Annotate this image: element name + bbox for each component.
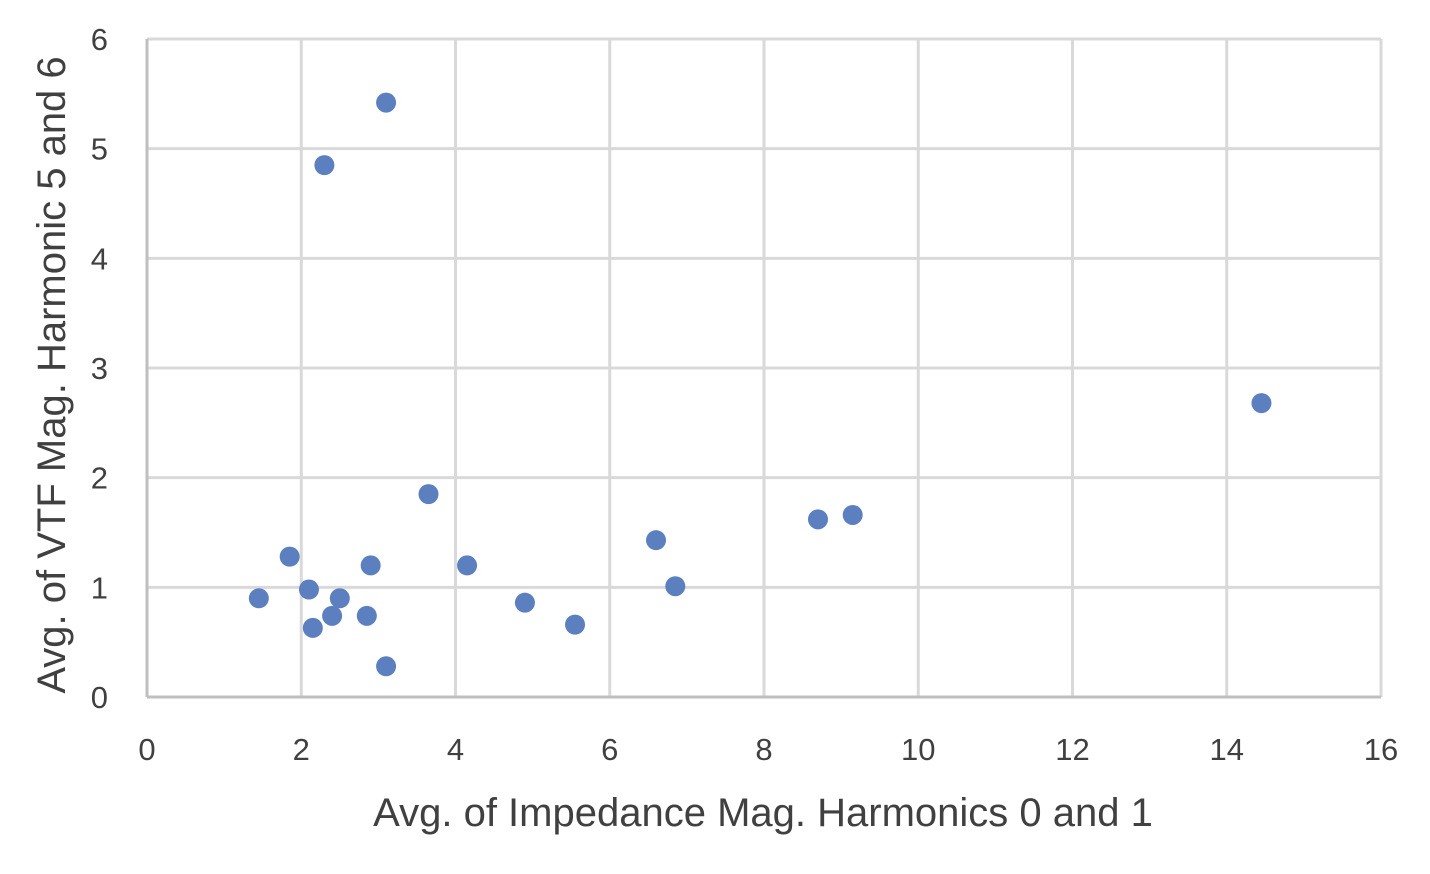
axes [145, 39, 1381, 699]
data-point [279, 546, 300, 567]
y-tick-labels: 0 1 2 3 4 5 6 [91, 22, 108, 715]
y-tick-label: 5 [91, 132, 108, 167]
data-point [322, 605, 343, 626]
x-tick-label: 2 [293, 732, 310, 767]
data-point [298, 579, 319, 600]
grid [147, 37, 1383, 697]
data-point [314, 155, 335, 176]
y-tick-label: 1 [91, 570, 108, 605]
data-point [302, 617, 323, 638]
data-point [665, 576, 686, 597]
data-point [248, 588, 269, 609]
data-point [807, 509, 828, 530]
y-axis-title: Avg. of VTF Mag. Harmonic 5 and 6 [30, 56, 74, 693]
data-point [360, 555, 381, 576]
data-point [565, 614, 586, 635]
data-point [376, 656, 397, 677]
x-tick-labels: 0 2 4 6 8 10 12 14 16 [138, 732, 1398, 767]
x-tick-label: 4 [447, 732, 464, 767]
x-tick-label: 14 [1210, 732, 1244, 767]
y-tick-label: 3 [91, 351, 108, 386]
data-point [356, 605, 377, 626]
x-tick-label: 6 [601, 732, 618, 767]
x-tick-label: 16 [1364, 732, 1398, 767]
y-tick-label: 2 [91, 461, 108, 496]
data-point [646, 530, 667, 551]
data-point [418, 484, 439, 505]
x-tick-label: 0 [138, 732, 155, 767]
data-point [457, 555, 478, 576]
data-point [1251, 393, 1272, 414]
x-tick-label: 12 [1055, 732, 1089, 767]
y-tick-label: 4 [91, 241, 108, 276]
x-tick-label: 8 [755, 732, 772, 767]
x-axis-title: Avg. of Impedance Mag. Harmonics 0 and 1 [373, 791, 1153, 835]
data-point [842, 504, 863, 525]
data-point [329, 588, 350, 609]
x-tick-label: 10 [901, 732, 935, 767]
data-point [376, 92, 397, 113]
y-tick-label: 6 [91, 22, 108, 57]
y-tick-label: 0 [91, 680, 108, 715]
data-point [514, 592, 535, 613]
data-points [248, 92, 1272, 677]
